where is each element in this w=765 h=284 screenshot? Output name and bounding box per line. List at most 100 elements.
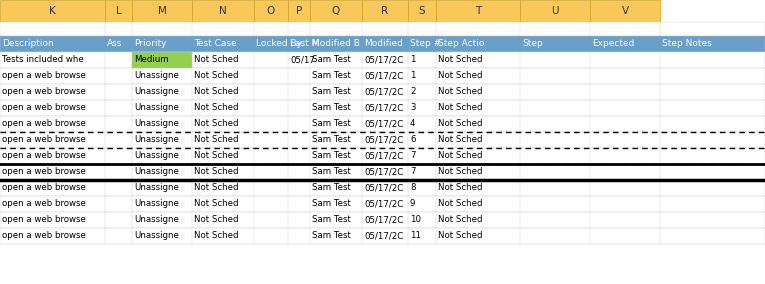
Text: Not Sched: Not Sched [194, 120, 239, 128]
Bar [0, 148, 765, 164]
Text: Modified B: Modified B [312, 39, 360, 49]
Text: Not Sched: Not Sched [438, 135, 483, 145]
Text: Unassigne: Unassigne [134, 168, 179, 176]
Text: 05/17/2C: 05/17/2C [364, 120, 403, 128]
Text: Not Sched: Not Sched [438, 183, 483, 193]
Text: 05/17/2C: 05/17/2C [364, 183, 403, 193]
Text: 10: 10 [410, 216, 421, 224]
Bar [288, 0, 310, 22]
Text: O: O [267, 6, 275, 16]
Text: open a web browse: open a web browse [2, 103, 86, 112]
Bar [590, 0, 660, 22]
Text: Unassigne: Unassigne [134, 231, 179, 241]
Text: 7: 7 [410, 168, 415, 176]
Text: K: K [49, 6, 56, 16]
Text: T: T [475, 6, 481, 16]
Text: open a web browse: open a web browse [2, 183, 86, 193]
Text: open a web browse: open a web browse [2, 135, 86, 145]
Text: Not Sched: Not Sched [438, 103, 483, 112]
Text: L: L [116, 6, 122, 16]
Text: Sam Test: Sam Test [312, 199, 351, 208]
Text: R: R [382, 6, 389, 16]
Text: 6: 6 [410, 135, 415, 145]
Text: Step Notes: Step Notes [662, 39, 711, 49]
Text: Unassigne: Unassigne [134, 199, 179, 208]
Text: Not Sched: Not Sched [194, 231, 239, 241]
Text: Sam Test: Sam Test [312, 168, 351, 176]
Text: Not Sched: Not Sched [438, 231, 483, 241]
Text: Medium: Medium [134, 55, 168, 64]
Text: Priority: Priority [134, 39, 167, 49]
Text: open a web browse: open a web browse [2, 120, 86, 128]
Text: Last M: Last M [290, 39, 319, 49]
Text: open a web browse: open a web browse [2, 199, 86, 208]
Text: Step: Step [522, 39, 542, 49]
Text: Not Sched: Not Sched [438, 168, 483, 176]
Text: Expected: Expected [592, 39, 634, 49]
Text: 05/17/2C: 05/17/2C [364, 231, 403, 241]
Text: Not Sched: Not Sched [194, 72, 239, 80]
Text: Sam Test: Sam Test [312, 103, 351, 112]
Text: U: U [552, 6, 558, 16]
Text: Step #: Step # [410, 39, 441, 49]
Text: Sam Test: Sam Test [312, 135, 351, 145]
Text: Unassigne: Unassigne [134, 120, 179, 128]
Text: 05/17/2C: 05/17/2C [364, 55, 403, 64]
Text: Sam Test: Sam Test [312, 183, 351, 193]
Text: Locked By: Locked By [256, 39, 302, 49]
Text: 7: 7 [410, 151, 415, 160]
Text: Not Sched: Not Sched [194, 183, 239, 193]
Text: Unassigne: Unassigne [134, 183, 179, 193]
Text: Not Sched: Not Sched [438, 55, 483, 64]
Text: Sam Test: Sam Test [312, 87, 351, 97]
Bar [520, 0, 590, 22]
Text: 8: 8 [410, 183, 415, 193]
Bar [0, 132, 765, 148]
Text: 05/17/2C: 05/17/2C [364, 103, 403, 112]
Bar [0, 100, 765, 116]
Text: 1: 1 [410, 55, 415, 64]
Text: open a web browse: open a web browse [2, 168, 86, 176]
Text: Not Sched: Not Sched [194, 87, 239, 97]
Text: Tests included whe: Tests included whe [2, 55, 83, 64]
Text: Not Sched: Not Sched [438, 72, 483, 80]
Text: Not Sched: Not Sched [194, 103, 239, 112]
Text: open a web browse: open a web browse [2, 87, 86, 97]
Bar [0, 22, 765, 36]
Text: 05/17/2C: 05/17/2C [364, 216, 403, 224]
Bar [408, 0, 436, 22]
Text: 3: 3 [410, 103, 415, 112]
Text: open a web browse: open a web browse [2, 216, 86, 224]
Text: V: V [621, 6, 629, 16]
Text: Unassigne: Unassigne [134, 72, 179, 80]
Text: N: N [219, 6, 227, 16]
Text: 05/17/2C: 05/17/2C [364, 87, 403, 97]
Bar [105, 0, 132, 22]
Text: Ass: Ass [107, 39, 122, 49]
Bar [310, 0, 362, 22]
Text: Not Sched: Not Sched [194, 135, 239, 145]
Text: Not Sched: Not Sched [194, 55, 239, 64]
Text: Unassigne: Unassigne [134, 135, 179, 145]
Text: 1: 1 [410, 72, 415, 80]
Bar [0, 84, 765, 100]
Text: Not Sched: Not Sched [438, 87, 483, 97]
Bar [0, 164, 765, 180]
Text: Test Case: Test Case [194, 39, 236, 49]
Bar [0, 52, 765, 68]
Text: Q: Q [332, 6, 340, 16]
Text: Step Actio: Step Actio [438, 39, 484, 49]
Bar [0, 180, 765, 196]
Text: Not Sched: Not Sched [194, 216, 239, 224]
Bar [0, 36, 765, 52]
Text: 05/17/2C: 05/17/2C [364, 199, 403, 208]
Text: Sam Test: Sam Test [312, 151, 351, 160]
Text: Not Sched: Not Sched [438, 216, 483, 224]
Bar [0, 68, 765, 84]
Text: Not Sched: Not Sched [438, 120, 483, 128]
Text: Description: Description [2, 39, 54, 49]
Text: 11: 11 [410, 231, 421, 241]
Bar [0, 116, 765, 132]
Text: 2: 2 [410, 87, 415, 97]
Text: Sam Test: Sam Test [312, 72, 351, 80]
